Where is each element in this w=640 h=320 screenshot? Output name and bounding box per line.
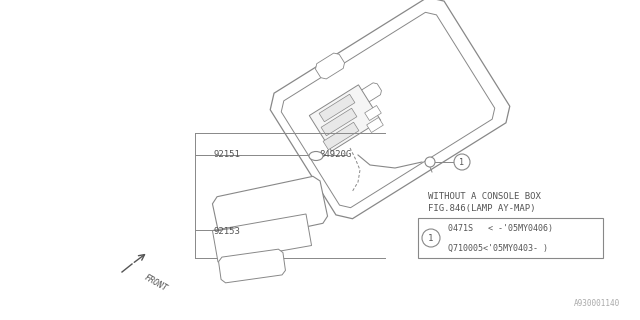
Ellipse shape [309, 151, 323, 161]
Polygon shape [219, 249, 285, 283]
Text: 1: 1 [428, 234, 434, 243]
Polygon shape [367, 117, 383, 132]
Text: 84920G: 84920G [319, 149, 351, 158]
Polygon shape [281, 12, 495, 208]
Text: FRONT: FRONT [143, 273, 169, 293]
Polygon shape [358, 83, 381, 103]
Polygon shape [212, 176, 328, 244]
Polygon shape [323, 122, 359, 150]
Polygon shape [270, 0, 510, 219]
Text: Q710005<'05MY0403- ): Q710005<'05MY0403- ) [448, 244, 548, 252]
Circle shape [454, 154, 470, 170]
Text: WITHOUT A CONSOLE BOX: WITHOUT A CONSOLE BOX [428, 192, 541, 201]
Text: 1: 1 [460, 157, 465, 166]
Polygon shape [309, 85, 381, 151]
Circle shape [422, 229, 440, 247]
Polygon shape [212, 214, 312, 262]
Text: 0471S   < -'05MY0406): 0471S < -'05MY0406) [448, 223, 553, 233]
Text: 92153: 92153 [213, 227, 240, 236]
Bar [418, 218, 603, 258]
Text: A930001140: A930001140 [573, 299, 620, 308]
Text: FIG.846(LAMP AY-MAP): FIG.846(LAMP AY-MAP) [428, 204, 536, 213]
Text: 92151: 92151 [213, 149, 240, 158]
Polygon shape [319, 94, 355, 122]
Circle shape [425, 157, 435, 167]
Polygon shape [321, 108, 357, 136]
Polygon shape [365, 106, 381, 121]
Polygon shape [316, 53, 344, 79]
